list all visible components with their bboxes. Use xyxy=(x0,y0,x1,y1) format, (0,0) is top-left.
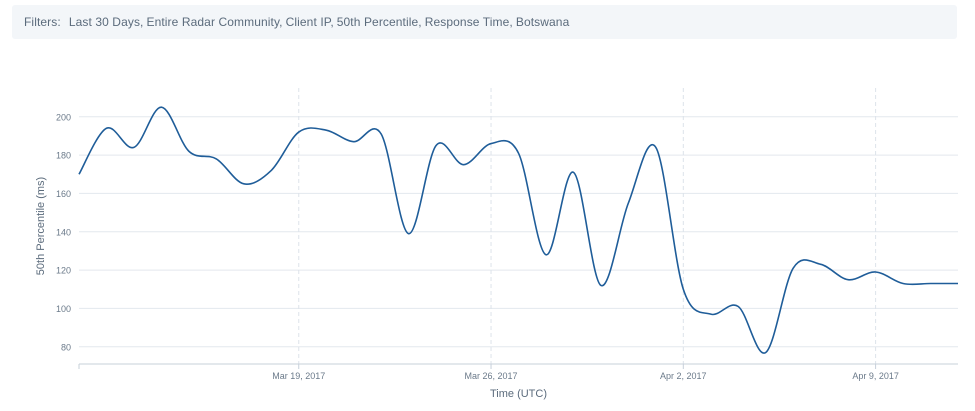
grid-layer xyxy=(79,88,958,364)
x-tick-label: Apr 9, 2017 xyxy=(852,371,899,381)
data-point xyxy=(846,278,850,282)
x-tick-label: Mar 19, 2017 xyxy=(272,371,325,381)
y-tick-label: 160 xyxy=(56,189,71,199)
series-layer xyxy=(77,105,960,355)
data-point xyxy=(709,312,713,316)
data-point xyxy=(489,142,493,146)
data-point xyxy=(819,262,823,266)
data-point xyxy=(187,149,191,153)
data-point xyxy=(736,305,740,309)
filter-item-ip: Client IP, xyxy=(285,15,334,29)
data-point xyxy=(462,163,466,167)
data-point xyxy=(407,232,411,236)
data-point xyxy=(901,282,905,286)
filter-item-percentile: 50th Percentile, xyxy=(336,15,422,29)
data-point xyxy=(517,151,521,155)
series-line xyxy=(78,106,958,354)
x-tick-label: Mar 26, 2017 xyxy=(465,371,518,381)
data-point xyxy=(379,132,383,136)
filter-item-metric: Response Time, xyxy=(424,15,513,29)
y-tick-label: 180 xyxy=(56,151,71,161)
data-point xyxy=(214,157,218,161)
data-point xyxy=(626,201,630,205)
data-point xyxy=(297,130,301,134)
y-tick-label: 100 xyxy=(56,304,71,314)
filter-bar: Filters: Last 30 Days, Entire Radar Comm… xyxy=(12,5,957,39)
data-point xyxy=(269,168,273,172)
filter-label: Filters: xyxy=(24,15,61,29)
data-point xyxy=(681,287,685,291)
filter-item-scope: Entire Radar Community, xyxy=(146,15,283,29)
y-tick-label: 140 xyxy=(56,227,71,237)
data-point xyxy=(242,182,246,186)
data-point xyxy=(571,170,575,174)
filter-item-period: Last 30 Days, xyxy=(68,15,144,29)
y-tick-label: 80 xyxy=(61,342,71,352)
axes-layer: 50th Percentile (ms) Time (UTC) 80 100 120… xyxy=(35,112,958,400)
data-point xyxy=(324,128,328,132)
data-point xyxy=(77,172,81,176)
data-point xyxy=(599,283,603,287)
data-point xyxy=(764,351,768,355)
x-axis-title: Time (UTC) xyxy=(490,388,547,400)
x-tick-label: Apr 2, 2017 xyxy=(660,371,707,381)
data-point xyxy=(791,266,795,270)
data-point xyxy=(654,145,658,149)
data-point xyxy=(104,126,108,130)
y-tick-label: 120 xyxy=(56,266,71,276)
data-point xyxy=(352,140,356,144)
y-axis-title: 50th Percentile (ms) xyxy=(35,177,47,275)
y-tick-label: 200 xyxy=(56,112,71,122)
data-point xyxy=(956,282,960,286)
data-point xyxy=(874,270,878,274)
filter-item-country: Botswana xyxy=(515,15,570,29)
data-point xyxy=(159,105,163,109)
data-point xyxy=(929,282,933,286)
data-point xyxy=(434,144,438,148)
data-point xyxy=(544,253,548,257)
data-point xyxy=(132,145,136,149)
